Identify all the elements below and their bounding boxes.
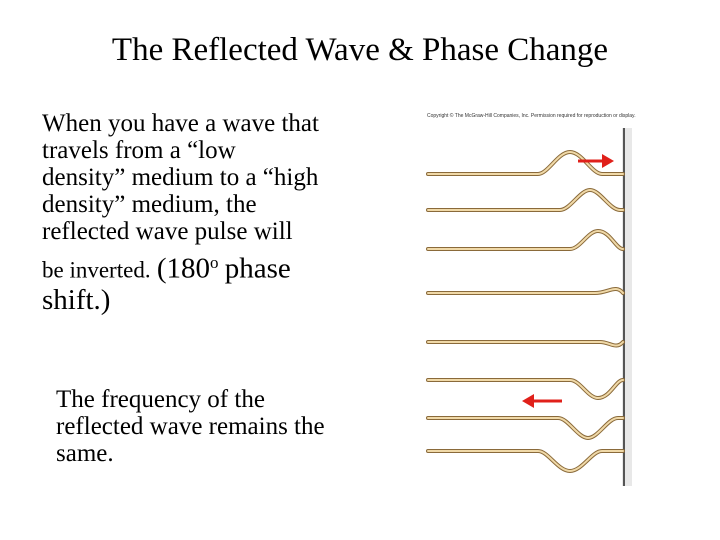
arrow-right-icon xyxy=(578,154,614,168)
paragraph-line: be inverted. (180o phase xyxy=(42,249,392,283)
degree-superscript: o xyxy=(210,253,219,272)
rope-pulse-reflected-2 xyxy=(427,450,624,473)
text-inverted: be inverted. xyxy=(42,257,151,283)
rope-pulse-incoming-2 xyxy=(427,188,624,211)
arrow-left-icon xyxy=(522,394,562,408)
slide-title: The Reflected Wave & Phase Change xyxy=(111,32,609,68)
rope-pulse-incoming-1 xyxy=(427,150,624,175)
paragraph-line: reflected wave remains the xyxy=(56,413,325,440)
copyright-notice: Copyright © The McGraw-Hill Companies, I… xyxy=(427,113,636,119)
paragraph-line: density” medium to a “high xyxy=(42,164,319,191)
paragraph-line: shift.) xyxy=(42,284,111,317)
rope-pulse-reflected-1 xyxy=(427,417,624,440)
paragraph-line: travels from a “low xyxy=(42,137,236,164)
paragraph-line: reflected wave pulse will xyxy=(42,218,293,245)
paragraph-line: When you have a wave that xyxy=(42,110,319,137)
rope-at-wall-1 xyxy=(427,288,624,294)
rope-at-wall-2 xyxy=(427,341,624,347)
paragraph-line: The frequency of the xyxy=(56,386,265,413)
fixed-wall xyxy=(622,128,632,486)
paragraph-line: density” medium, the xyxy=(42,191,257,218)
rope-pulse-inverting xyxy=(427,379,624,400)
text-phase: phase xyxy=(224,252,291,285)
text-180: (180 xyxy=(156,252,210,285)
paragraph-frequency: The frequency of the reflected wave rema… xyxy=(56,386,376,467)
rope-pulse-reaching-wall xyxy=(427,229,624,250)
rope-sequence xyxy=(426,149,625,474)
paragraph-line: same. xyxy=(56,440,114,467)
paragraph-phase-change: When you have a wave that travels from a… xyxy=(42,110,392,317)
wave-reflection-figure xyxy=(426,128,632,486)
